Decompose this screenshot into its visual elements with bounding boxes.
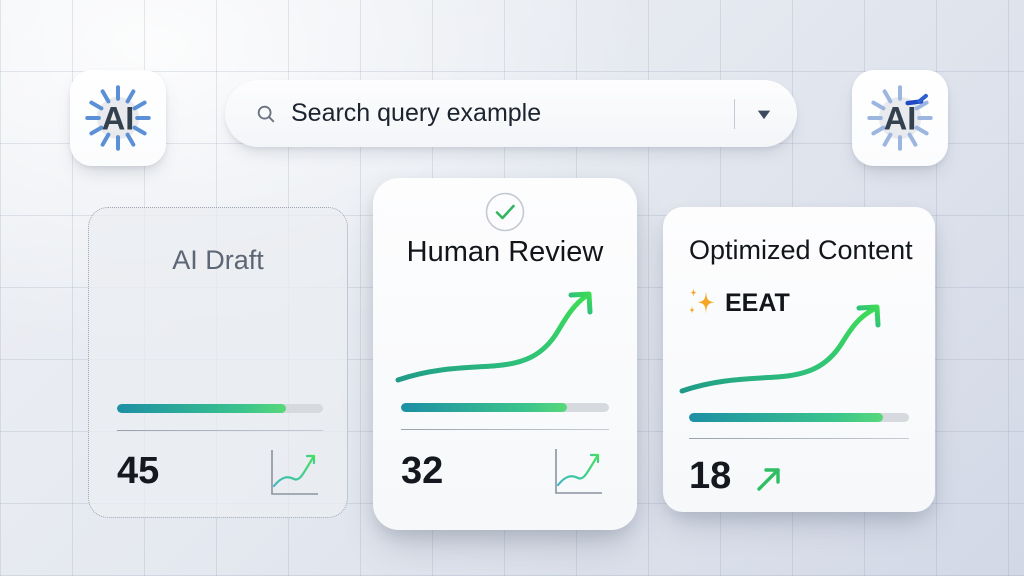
svg-text:AI: AI [884, 100, 917, 137]
svg-text:AI: AI [102, 100, 135, 137]
